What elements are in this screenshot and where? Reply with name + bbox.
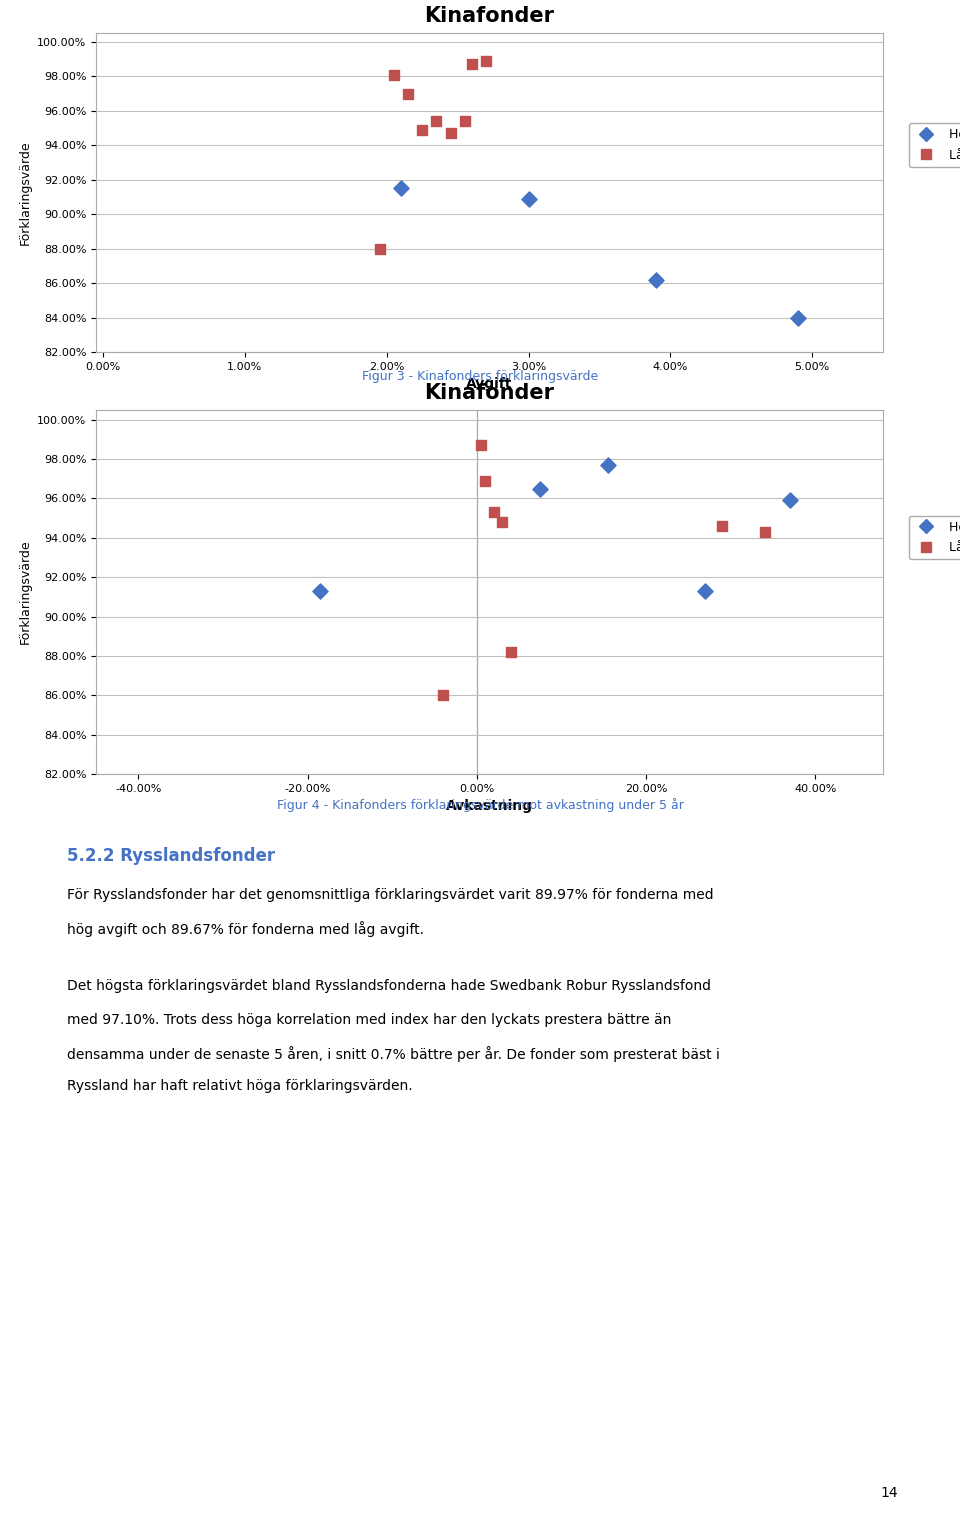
Point [400, 82, 416, 106]
Text: Figur 3 - Kinafonders förklaringsvärde: Figur 3 - Kinafonders förklaringsvärde [362, 370, 598, 383]
Point [436, 683, 451, 707]
Point [372, 237, 387, 261]
Point [394, 176, 409, 200]
Y-axis label: Förklaringsvärde: Förklaringsvärde [18, 540, 32, 644]
Point [473, 433, 489, 457]
Point [649, 267, 664, 291]
X-axis label: Avkastning: Avkastning [446, 800, 533, 814]
Title: Kinafonder: Kinafonder [424, 383, 555, 402]
Text: densamma under de senaste 5 åren, i snitt 0.7% bättre per år. De fonder som pres: densamma under de senaste 5 åren, i snit… [67, 1046, 720, 1063]
Text: 5.2.2 Rysslandsfonder: 5.2.2 Rysslandsfonder [67, 847, 276, 865]
Text: Figur 4 - Kinafonders förklaringsvärde mot avkastning under 5 år: Figur 4 - Kinafonders förklaringsvärde m… [276, 797, 684, 812]
Point [415, 118, 430, 143]
Text: Ryssland har haft relativt höga förklaringsvärden.: Ryssland har haft relativt höga förklari… [67, 1079, 413, 1093]
Legend: Hög avgift, Låg avgift: Hög avgift, Låg avgift [909, 123, 960, 167]
Point [600, 452, 615, 477]
Legend: Hög avgift, Låg avgift: Hög avgift, Låg avgift [909, 516, 960, 559]
Point [494, 510, 510, 534]
Point [313, 578, 328, 603]
Point [443, 121, 458, 146]
Point [698, 578, 713, 603]
Point [457, 109, 472, 134]
Point [782, 489, 798, 513]
Text: För Rysslandsfonder har det genomsnittliga förklaringsvärdet varit 89.97% för fo: För Rysslandsfonder har det genomsnittli… [67, 888, 714, 902]
Text: med 97.10%. Trots dess höga korrelation med index har den lyckats prestera bättr: med 97.10%. Trots dess höga korrelation … [67, 1013, 672, 1026]
Point [478, 469, 493, 493]
Point [757, 519, 773, 543]
Point [486, 499, 501, 524]
Point [714, 515, 730, 539]
Point [533, 477, 548, 501]
Y-axis label: Förklaringsvärde: Förklaringsvärde [18, 141, 32, 244]
Point [521, 187, 537, 211]
Text: Det högsta förklaringsvärdet bland Rysslandsfonderna hade Swedbank Robur Rysslan: Det högsta förklaringsvärdet bland Ryssl… [67, 979, 711, 993]
X-axis label: Avgift: Avgift [467, 378, 513, 392]
Text: hög avgift och 89.67% för fonderna med låg avgift.: hög avgift och 89.67% för fonderna med l… [67, 921, 424, 938]
Point [790, 305, 805, 329]
Point [503, 641, 518, 665]
Point [429, 109, 444, 134]
Point [478, 49, 493, 73]
Point [386, 62, 401, 87]
Text: 14: 14 [880, 1486, 898, 1500]
Title: Kinafonder: Kinafonder [424, 6, 555, 26]
Point [465, 52, 480, 76]
